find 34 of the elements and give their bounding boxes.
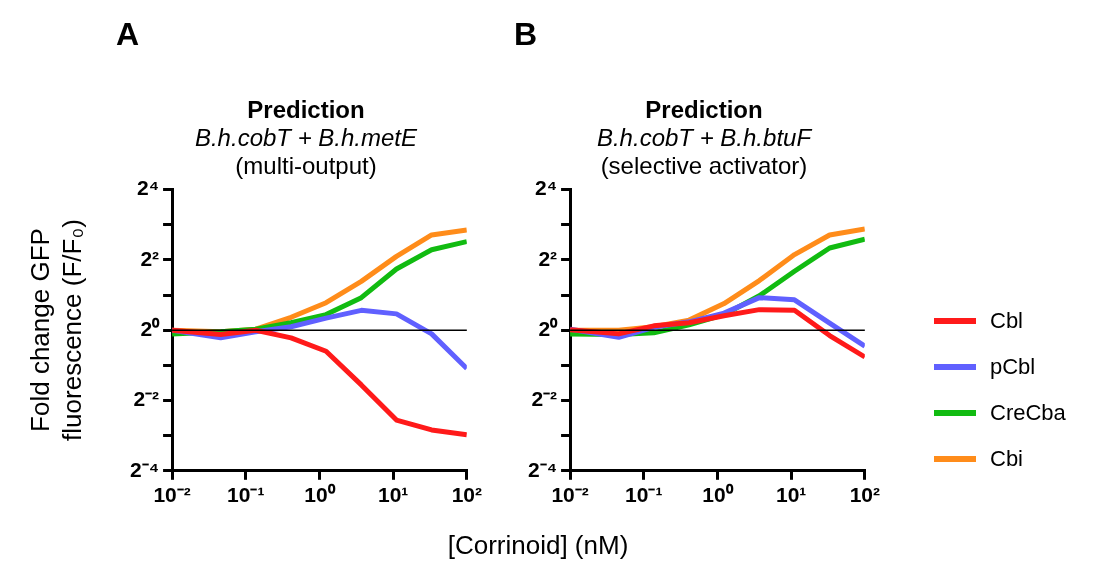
x-tick-label: 10² — [451, 483, 482, 507]
text: (selective activator) — [600, 152, 808, 179]
y-tick-label: 2⁴ — [136, 176, 160, 200]
x-tick-label: 10⁰ — [304, 483, 336, 507]
y-tick-label: 2⁰ — [140, 317, 161, 340]
chart-subtitle: B.h.cobT + B.h.metE — [193, 124, 419, 152]
x-tick-label: 10¹ — [377, 483, 409, 507]
y-tick-label: 2² — [538, 246, 558, 270]
x-tick-label: 10² — [849, 483, 880, 507]
chart-title: Prediction — [644, 96, 764, 124]
y-tick-label: 2⁻⁴ — [527, 457, 558, 481]
y-tick-label: 2⁻² — [133, 387, 160, 411]
text: A — [116, 16, 140, 53]
legend-label: pCbl — [990, 354, 1036, 380]
x-tick-label: 10⁻¹ — [625, 483, 663, 507]
y-tick-label: 2⁰ — [538, 317, 559, 340]
x-tick-label: 10¹ — [775, 483, 807, 507]
y-tick-label: 2⁴ — [534, 176, 558, 200]
text: B — [514, 16, 538, 53]
text: (multi-output) — [235, 152, 377, 179]
legend-label: Cbi — [990, 446, 1024, 472]
y-axis-title: Fold change GFP fluorescence (F/F₀) — [24, 218, 88, 443]
y-tick-label: 2² — [140, 246, 160, 270]
x-tick-label: 10⁻² — [551, 483, 589, 507]
legend-label: CreCba — [990, 400, 1066, 426]
y-tick-label: 2⁻⁴ — [129, 457, 160, 481]
y-tick-label: 2⁻² — [531, 387, 558, 411]
x-tick-label: 10⁰ — [702, 483, 734, 507]
x-tick-label: 10⁻¹ — [227, 483, 265, 507]
x-axis-title: [Corrinoid] (nM) — [446, 530, 630, 561]
chart-title: Prediction — [246, 96, 366, 124]
chart-subtitle: B.h.cobT + B.h.btuF — [595, 124, 814, 152]
legend-label: Cbl — [990, 308, 1024, 334]
x-tick-label: 10⁻² — [153, 483, 191, 507]
